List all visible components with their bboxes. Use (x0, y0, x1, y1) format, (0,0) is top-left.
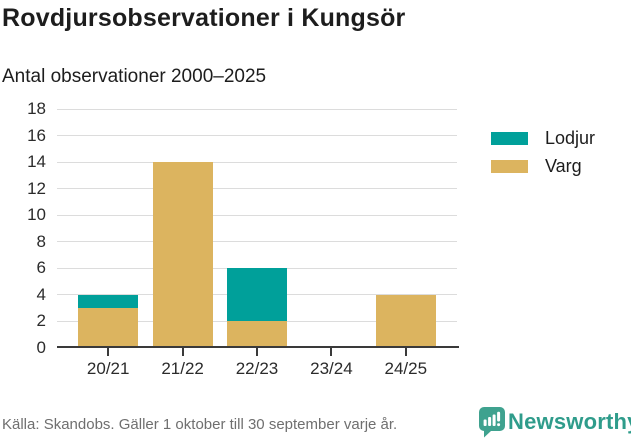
gridline (57, 135, 457, 137)
chart-title: Rovdjursobservationer i Kungsör (2, 4, 406, 32)
legend-label-varg: Varg (545, 156, 582, 176)
gridline (57, 108, 457, 110)
x-axis-tick-label: 24/25 (384, 359, 428, 378)
gridline (57, 188, 457, 190)
newsworthy-wordmark: Newsworthy (508, 409, 631, 434)
newsworthy-logo-icon (479, 407, 505, 438)
legend-label-lodjur: Lodjur (545, 128, 596, 148)
bar-segment-varg (152, 162, 213, 348)
y-axis-tick-label: 4 (36, 284, 46, 304)
x-axis-tick (107, 348, 110, 356)
bar-segment-varg (375, 294, 436, 348)
y-axis-tick-label: 16 (27, 125, 46, 145)
gridline (57, 214, 457, 216)
legend-swatch-varg (491, 160, 528, 173)
x-axis-tick (256, 348, 258, 356)
y-axis-tick-label: 0 (36, 338, 46, 357)
y-axis-tick-label: 6 (36, 258, 46, 278)
x-axis-tick-label: 22/23 (235, 359, 279, 378)
x-axis-tick (330, 348, 333, 356)
bar-segment-lodjur (227, 268, 287, 322)
x-axis-line (57, 345, 459, 348)
x-axis-tick-label: 20/21 (86, 359, 130, 378)
y-axis-tick-label: 10 (27, 205, 46, 225)
y-axis-tick-label: 12 (27, 178, 46, 198)
bar-segment-lodjur (78, 294, 139, 309)
gridline (57, 241, 457, 243)
x-axis-tick-label: 23/24 (310, 359, 353, 378)
bar-segment-varg (78, 308, 139, 348)
x-axis-tick (404, 348, 407, 356)
y-axis-tick-label: 8 (36, 231, 46, 251)
y-axis-tick-label: 14 (27, 152, 46, 172)
bar-segment-varg (227, 321, 287, 348)
x-axis-tick (181, 348, 184, 356)
legend-swatch-lodjur (491, 132, 528, 145)
source-note: Källa: Skandobs. Gäller 1 oktober till 3… (2, 416, 398, 433)
chart-subtitle: Antal observationer 2000–2025 (2, 66, 267, 87)
x-axis-tick-label: 21/22 (161, 359, 204, 378)
y-axis-tick-label: 2 (36, 311, 46, 331)
y-axis-tick-label: 18 (27, 99, 46, 118)
gridline (57, 161, 457, 163)
